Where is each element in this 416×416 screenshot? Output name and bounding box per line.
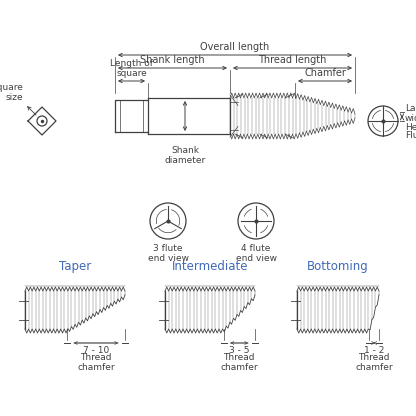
Text: Flute: Flute xyxy=(405,131,416,140)
Text: Bottoming: Bottoming xyxy=(307,260,369,273)
Text: Chamfer: Chamfer xyxy=(304,68,346,78)
Text: Thread
chamfer: Thread chamfer xyxy=(77,353,115,372)
Text: Taper: Taper xyxy=(59,260,91,273)
Text: Thread length: Thread length xyxy=(258,55,327,65)
Text: 4 flute
end view: 4 flute end view xyxy=(235,244,277,263)
Text: Land
width: Land width xyxy=(405,104,416,124)
Text: 3 flute
end view: 3 flute end view xyxy=(148,244,188,263)
Text: Intermediate: Intermediate xyxy=(172,260,248,273)
Text: 1 - 2: 1 - 2 xyxy=(364,346,384,355)
Text: 3 - 5: 3 - 5 xyxy=(229,346,250,355)
Text: Thread
chamfer: Thread chamfer xyxy=(355,353,393,372)
Text: 7 - 10: 7 - 10 xyxy=(83,346,109,355)
Text: Heel: Heel xyxy=(405,123,416,132)
Text: Shank length: Shank length xyxy=(140,55,205,65)
Text: Thread
chamfer: Thread chamfer xyxy=(220,353,258,372)
Text: Overall length: Overall length xyxy=(201,42,270,52)
Text: Square
size: Square size xyxy=(0,83,23,102)
Text: Length of
square: Length of square xyxy=(110,59,153,78)
Text: Shank
diameter: Shank diameter xyxy=(164,146,206,166)
